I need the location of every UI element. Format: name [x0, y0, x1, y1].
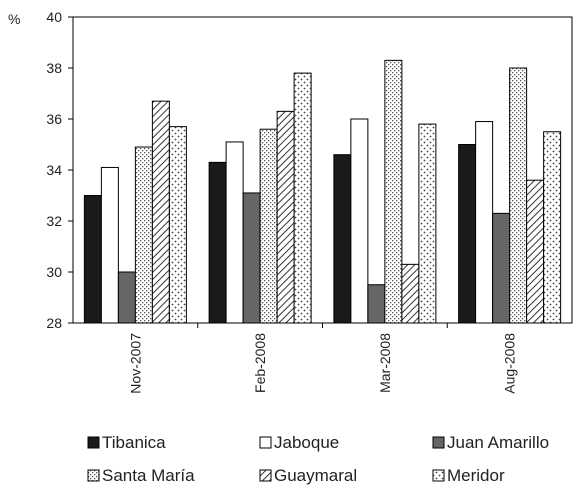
bar-juan-amarillo-3: [492, 212, 511, 324]
legend-swatch: [259, 469, 272, 482]
bar-tibanica-3: [458, 144, 477, 324]
bar-guaymaral-2: [401, 263, 420, 324]
legend-swatch: [432, 469, 445, 482]
x-tick-label: Mar-2008: [377, 333, 393, 393]
y-tick-label: 40: [46, 9, 62, 25]
legend-swatch: [259, 436, 272, 449]
bar-tibanica-2: [333, 154, 352, 324]
bar-santa-mar-a-0: [134, 146, 153, 324]
bar-guaymaral-0: [151, 100, 170, 324]
bar-guaymaral-1: [276, 110, 295, 324]
bar-meridor-3: [543, 131, 562, 324]
legend-swatch: [87, 469, 100, 482]
legend-swatch: [432, 436, 445, 449]
plot-area: [72, 16, 573, 324]
x-tick-label: Aug-2008: [502, 333, 518, 394]
y-tick-label: 32: [46, 213, 62, 229]
bar-guaymaral-3: [526, 179, 545, 324]
x-tick-label: Feb-2008: [252, 333, 268, 393]
x-tick-label: Nov-2007: [127, 333, 143, 394]
y-tick-label: 36: [46, 111, 62, 127]
y-tick-label: 34: [46, 162, 62, 178]
legend-label: Meridor: [447, 466, 505, 485]
bar-tibanica-0: [83, 195, 102, 324]
y-axis: 28 30 32 34 36 38 40: [46, 9, 73, 331]
legend-label: Santa María: [102, 466, 195, 485]
bar-jaboque-0: [100, 166, 119, 324]
bar-santa-mar-a-3: [509, 67, 528, 324]
legend-label: Guaymaral: [274, 466, 357, 485]
x-axis: Nov-2007 Feb-2008 Mar-2008 Aug-2008: [127, 323, 518, 394]
bar-jaboque-2: [350, 118, 369, 324]
bar-tibanica-1: [208, 161, 227, 324]
bar-santa-mar-a-2: [384, 59, 403, 324]
bar-santa-mar-a-1: [259, 128, 278, 324]
bar-meridor-1: [293, 72, 312, 324]
y-tick-label: 30: [46, 264, 62, 280]
bar-jaboque-3: [475, 121, 494, 324]
legend-swatch: [87, 436, 100, 449]
legend-label: Tibanica: [102, 433, 166, 452]
y-axis-label: %: [8, 11, 20, 27]
legend: Tibanica Jaboque Juan Amarillo Santa María G…: [87, 433, 549, 485]
bar-juan-amarillo-1: [242, 192, 261, 324]
legend-label: Juan Amarillo: [447, 433, 549, 452]
y-tick-label: 28: [46, 315, 62, 331]
legend-label: Jaboque: [274, 433, 339, 452]
bar-meridor-2: [418, 123, 437, 324]
bar-meridor-0: [168, 126, 187, 324]
bar-juan-amarillo-2: [367, 284, 386, 324]
bar-jaboque-1: [225, 141, 244, 324]
y-tick-label: 38: [46, 60, 62, 76]
bar-juan-amarillo-0: [117, 271, 136, 324]
